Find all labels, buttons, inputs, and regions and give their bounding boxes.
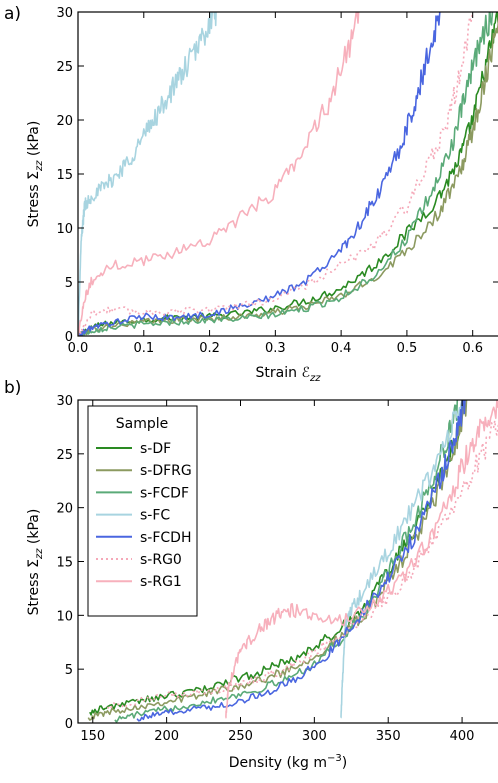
y-tick-label: 5: [65, 663, 73, 678]
legend-items: s-DF s-DFRG s-FCDF s-FC s-FCDH s-RG0 s-RG1: [96, 441, 192, 590]
y-tick-label: 25: [56, 448, 73, 463]
panel-a-label: a): [4, 4, 21, 24]
series-line-s-rg1: [225, 400, 498, 719]
panel-b-ylabel: Stress Σzz (kPa): [26, 509, 45, 616]
panel-b: b) 150 200 250 300 350 400 0 5 10 15 20 25 30 Densit…: [4, 378, 498, 771]
y-tick-label: 15: [56, 556, 73, 571]
series-line-s-rg0: [78, 12, 474, 336]
x-tick-label: 0.2: [199, 341, 220, 356]
x-tick-label: 250: [228, 729, 253, 744]
panel-a-series: [78, 12, 498, 336]
series-line-s-fcdf: [114, 400, 460, 723]
series-line-s-fcdh: [78, 12, 441, 336]
panel-a: a) 0.0 0.1 0.2 0.3 0.4 0.5 0.6 0 5 10 15 20 25 30 Str…: [4, 4, 498, 384]
x-tick-label: 0.6: [462, 341, 483, 356]
y-tick-label: 20: [56, 114, 73, 129]
panel-b-ticks: 150 200 250 300 350 400 0 5 10 15 20 25 30: [56, 394, 498, 744]
y-tick-label: 5: [65, 276, 73, 291]
series-line-s-rg0: [106, 419, 498, 710]
series-line-s-dfrg: [87, 400, 468, 721]
legend-label-s-df: s-DF: [140, 441, 171, 457]
y-tick-label: 0: [65, 330, 73, 345]
series-line-s-fc: [340, 400, 463, 719]
series-line-s-df: [78, 12, 498, 336]
series-line-s-dfrg: [78, 14, 498, 336]
series-line-s-rg1: [78, 12, 361, 336]
x-tick-label: 400: [450, 729, 475, 744]
legend: Sample s-DFs-DFRGs-FCDFs-FCs-FCDHs-RG0s-…: [87, 405, 198, 617]
legend-label-s-rg1: s-RG1: [140, 574, 182, 590]
panel-a-xlabel: Strain ℰzz: [256, 365, 322, 384]
panel-a-ticks: 0.0 0.1 0.2 0.3 0.4 0.5 0.6 0 5 10 15 20 25 30: [56, 6, 498, 356]
legend-label-s-fc: s-FC: [140, 508, 170, 524]
y-tick-label: 25: [56, 60, 73, 75]
x-tick-label: 0.3: [265, 341, 286, 356]
y-tick-label: 10: [56, 222, 73, 237]
legend-label-s-dfrg: s-DFRG: [140, 463, 192, 479]
y-tick-label: 30: [56, 6, 73, 21]
legend-title: Sample: [116, 416, 169, 432]
legend-label-s-rg0: s-RG0: [140, 552, 182, 568]
x-tick-label: 350: [376, 729, 401, 744]
y-tick-label: 30: [56, 394, 73, 409]
y-tick-label: 0: [65, 717, 73, 732]
panel-b-xlabel: Density (kg m−3): [229, 753, 347, 771]
x-tick-label: 300: [302, 729, 327, 744]
legend-label-s-fcdh: s-FCDH: [140, 530, 191, 546]
x-tick-label: 0.5: [397, 341, 418, 356]
panel-b-label: b): [4, 378, 21, 398]
x-tick-label: 0.0: [68, 341, 89, 356]
series-line-s-fcdf: [78, 12, 494, 336]
x-tick-label: 0.1: [133, 341, 154, 356]
series-line-s-fcdh: [136, 400, 466, 722]
x-tick-label: 0.4: [331, 341, 352, 356]
y-tick-label: 10: [56, 609, 73, 624]
x-tick-label: 200: [154, 729, 179, 744]
x-tick-label: 150: [80, 729, 105, 744]
series-line-s-fc: [78, 12, 217, 336]
y-tick-label: 15: [56, 168, 73, 183]
panel-a-ylabel: Stress Σzz (kPa): [26, 121, 45, 228]
legend-label-s-fcdf: s-FCDF: [140, 485, 189, 501]
panel-b-series: [87, 400, 498, 723]
y-tick-label: 20: [56, 502, 73, 517]
